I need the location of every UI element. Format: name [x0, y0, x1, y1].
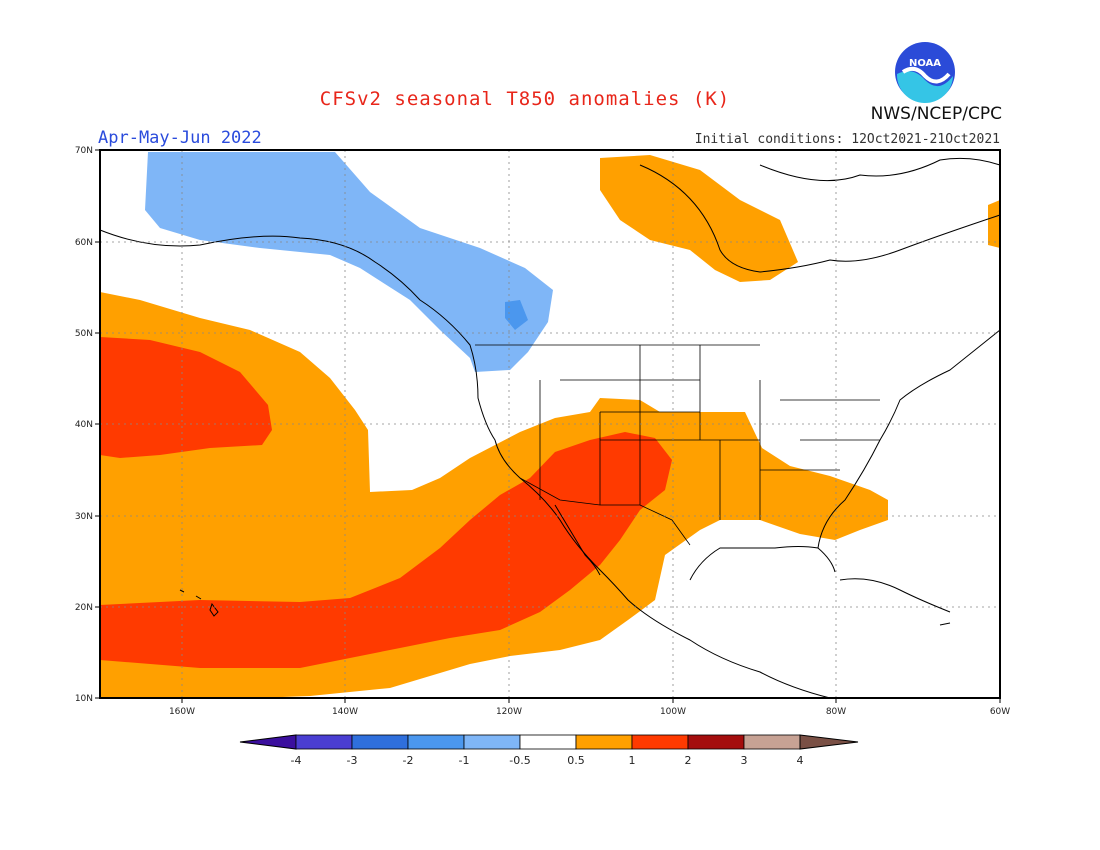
lon-label: 160W — [169, 707, 195, 717]
lon-label: 120W — [496, 707, 522, 717]
anomaly-region-orange-pacific — [100, 292, 888, 698]
anomaly-region-red-band — [100, 432, 672, 668]
lon-label: 100W — [660, 707, 686, 717]
colorbar-swatch — [743, 734, 801, 750]
lat-label: 40N — [75, 420, 93, 430]
axis-ticks — [95, 149, 1001, 703]
colorbar-swatch — [631, 734, 689, 750]
lat-label: 30N — [75, 512, 93, 522]
colorbar-swatch — [295, 734, 353, 750]
colorbar-swatch — [687, 734, 745, 750]
lat-label: 70N — [75, 146, 93, 156]
colorbar-high-arrow — [799, 734, 859, 750]
colorbar-swatch — [463, 734, 521, 750]
anomaly-region-blue-alaska — [145, 152, 553, 372]
colorbar-swatch — [519, 734, 577, 750]
colorbar: -4 -3 -2 -1 -0.5 0.5 1 2 3 4 — [239, 734, 859, 767]
lat-label: 10N — [75, 694, 93, 704]
noaa-logo: NOAA — [895, 42, 955, 104]
colorbar-label: 1 — [629, 754, 636, 767]
political-borders — [475, 344, 880, 546]
svg-text:NOAA: NOAA — [909, 58, 941, 69]
colorbar-label: -1 — [459, 754, 470, 767]
colorbar-label: -0.5 — [509, 754, 530, 767]
lat-label: 50N — [75, 329, 93, 339]
lon-label: 140W — [332, 707, 358, 717]
colorbar-label: 4 — [797, 754, 804, 767]
colorbar-label: -2 — [403, 754, 414, 767]
colorbar-label: 2 — [685, 754, 692, 767]
colorbar-label: 3 — [741, 754, 748, 767]
lon-label: 60W — [990, 707, 1010, 717]
latitude-labels: 70N 60N 50N 40N 30N 20N 10N — [75, 146, 93, 704]
lat-label: 60N — [75, 238, 93, 248]
graticule — [100, 150, 1000, 698]
colorbar-swatch — [575, 734, 633, 750]
colorbar-swatch — [407, 734, 465, 750]
anomaly-region-red-npacific — [100, 337, 272, 458]
colorbar-label: -4 — [291, 754, 302, 767]
coastlines — [99, 157, 1001, 699]
anomaly-region-orange-greenland — [988, 200, 1000, 248]
colorbar-low-arrow — [239, 734, 297, 750]
agency-label: NWS/NCEP/CPC — [870, 104, 1002, 124]
colorbar-swatch — [351, 734, 409, 750]
lat-label: 20N — [75, 603, 93, 613]
colorbar-label: -3 — [347, 754, 358, 767]
anomaly-region-orange-hudson — [600, 155, 798, 282]
initial-conditions: Initial conditions: 12Oct2021-21Oct2021 — [694, 132, 1000, 147]
anomaly-region-blue-core — [505, 300, 528, 330]
colorbar-label: 0.5 — [567, 754, 585, 767]
lon-label: 80W — [826, 707, 846, 717]
forecast-period: Apr-May-Jun 2022 — [98, 128, 262, 148]
anomaly-fields — [100, 152, 1000, 698]
map-title: CFSv2 seasonal T850 anomalies (K) — [319, 88, 731, 110]
longitude-labels: 160W 140W 120W 100W 80W 60W — [169, 707, 1010, 717]
